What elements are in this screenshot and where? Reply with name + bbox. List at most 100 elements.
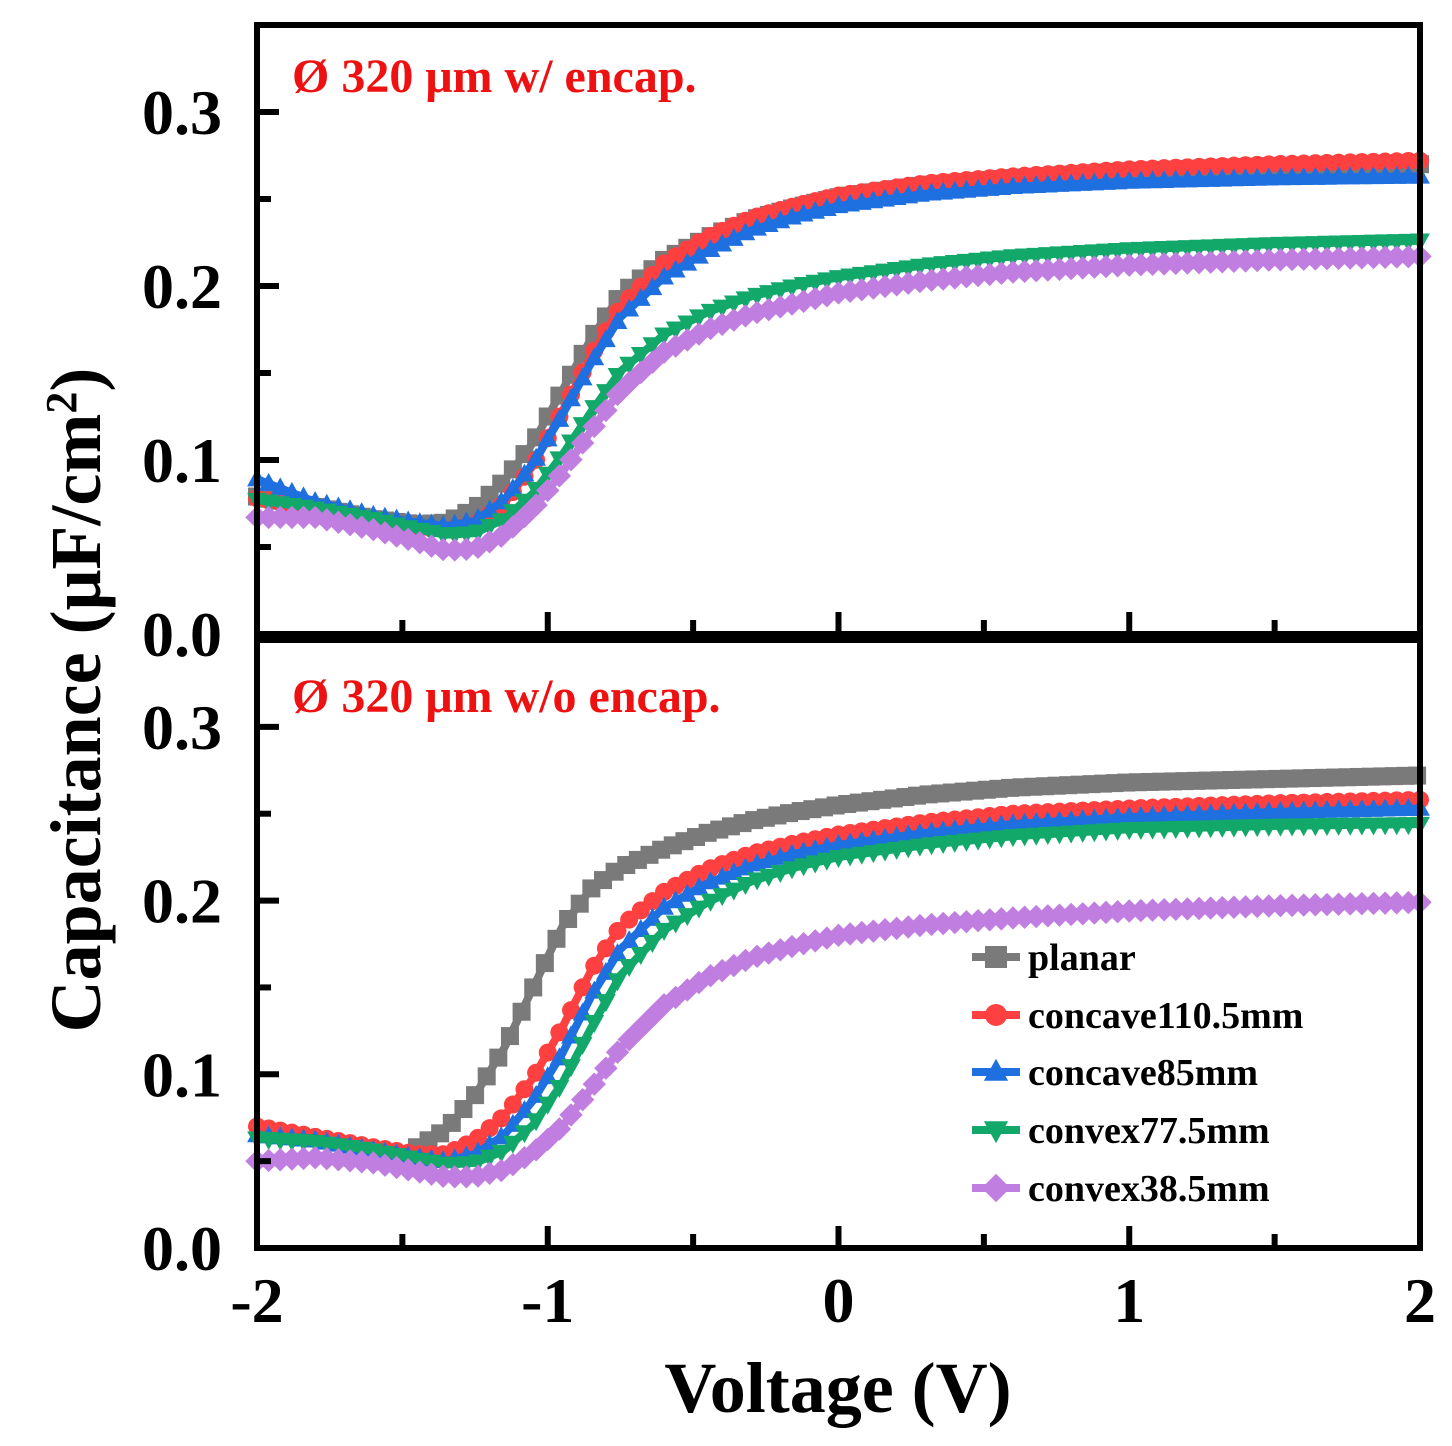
data-point-planar xyxy=(547,929,566,948)
series-top-convex38.5mm xyxy=(245,244,1432,562)
data-point-concave85mm xyxy=(700,871,721,890)
data-point-convex38.5mm xyxy=(698,316,723,341)
data-point-convex77.5mm xyxy=(712,888,733,907)
data-point-convex77.5mm xyxy=(689,900,709,919)
legend-marker-concave110.5mm xyxy=(985,1004,1007,1026)
y-tick-label-bottom: 0.1 xyxy=(142,1039,222,1110)
data-point-planar xyxy=(477,1067,496,1086)
data-point-convex38.5mm xyxy=(780,934,804,959)
data-point-convex77.5mm xyxy=(491,1144,512,1163)
data-point-convex38.5mm xyxy=(570,431,595,455)
legend-label-convex38: convex38.5mm xyxy=(1028,1168,1270,1210)
data-point-convex77.5mm xyxy=(596,384,616,403)
data-point-convex38.5mm xyxy=(687,322,711,346)
data-point-convex38.5mm xyxy=(1268,248,1293,272)
series-bottom-planar xyxy=(407,766,1427,1157)
data-point-convex38.5mm xyxy=(1338,892,1362,916)
series-line-concave85mm xyxy=(255,172,1421,531)
data-point-concave85mm xyxy=(270,477,291,496)
data-point-convex38.5mm xyxy=(547,1117,572,1141)
data-point-convex38.5mm xyxy=(582,1072,606,1096)
data-point-convex38.5mm xyxy=(1257,894,1281,918)
data-point-planar xyxy=(466,1086,485,1105)
data-point-convex77.5mm xyxy=(782,861,802,880)
data-point-convex77.5mm xyxy=(758,868,779,887)
data-point-convex77.5mm xyxy=(700,303,721,322)
data-point-concave85mm xyxy=(677,252,698,271)
data-point-convex38.5mm xyxy=(454,537,479,561)
data-point-convex38.5mm xyxy=(431,1164,455,1188)
data-point-convex38.5mm xyxy=(1036,258,1060,282)
panel-title-bottom: Ø 320 μm w/o encap. xyxy=(292,670,721,723)
data-point-concave110.5mm xyxy=(585,956,604,975)
data-point-concave85mm xyxy=(281,481,302,500)
y-axis-title-sup: 2 xyxy=(37,392,86,414)
legend-marker-convex77.5mm xyxy=(983,1121,1009,1144)
data-point-convex38.5mm xyxy=(1094,254,1118,279)
data-point-convex77.5mm xyxy=(828,270,849,289)
x-axis-title: Voltage (V) xyxy=(664,1348,1011,1428)
data-point-convex38.5mm xyxy=(1361,245,1386,270)
data-point-convex77.5mm xyxy=(468,1154,488,1173)
data-point-concave85mm xyxy=(561,388,581,407)
data-point-convex77.5mm xyxy=(735,877,756,896)
data-point-convex38.5mm xyxy=(1012,905,1037,929)
data-point-convex77.5mm xyxy=(851,266,872,285)
data-point-concave85mm xyxy=(607,943,628,962)
data-point-convex38.5mm xyxy=(361,517,385,542)
data-point-convex77.5mm xyxy=(828,849,849,868)
data-point-convex38.5mm xyxy=(1303,893,1328,917)
data-point-convex38.5mm xyxy=(908,269,932,294)
data-point-convex77.5mm xyxy=(654,327,674,346)
data-point-concave85mm xyxy=(526,447,547,466)
data-point-convex77.5mm xyxy=(805,274,826,293)
data-point-convex38.5mm xyxy=(1047,903,1072,927)
data-point-concave85mm xyxy=(537,428,558,447)
data-point-concave85mm xyxy=(584,347,605,366)
data-point-planar xyxy=(535,954,554,973)
data-point-convex77.5mm xyxy=(805,855,826,874)
data-point-convex38.5mm xyxy=(384,1155,409,1180)
legend-label-concave110: concave110.5mm xyxy=(1028,995,1303,1037)
data-point-convex38.5mm xyxy=(1210,895,1234,920)
data-point-convex38.5mm xyxy=(1175,897,1200,921)
x-tick-label: 2 xyxy=(1404,1265,1436,1336)
data-point-convex77.5mm xyxy=(793,277,814,296)
data-point-convex38.5mm xyxy=(477,530,502,554)
data-point-convex77.5mm xyxy=(642,337,663,356)
data-point-convex38.5mm xyxy=(629,1016,653,1040)
data-point-convex38.5mm xyxy=(768,295,793,319)
data-point-convex38.5mm xyxy=(943,266,967,290)
x-tick-label: -2 xyxy=(230,1265,283,1336)
data-point-convex38.5mm xyxy=(1001,260,1025,284)
data-point-convex77.5mm xyxy=(456,526,477,545)
data-point-convex77.5mm xyxy=(758,285,779,304)
data-point-convex38.5mm xyxy=(640,350,665,375)
data-point-convex77.5mm xyxy=(863,845,884,864)
data-point-convex77.5mm xyxy=(840,848,861,867)
data-point-convex38.5mm xyxy=(349,515,374,539)
data-point-planar xyxy=(500,1027,519,1046)
y-tick-label-top: 0.0 xyxy=(142,599,222,670)
data-point-convex38.5mm xyxy=(710,312,734,336)
data-point-concave85mm xyxy=(642,907,663,926)
x-tick-label: -1 xyxy=(521,1265,574,1336)
data-point-convex77.5mm xyxy=(619,959,640,978)
data-point-convex38.5mm xyxy=(745,944,769,968)
data-point-concave85mm xyxy=(549,408,570,427)
data-point-convex77.5mm xyxy=(596,994,616,1013)
data-point-concave110.5mm xyxy=(550,1023,569,1042)
data-point-planar xyxy=(512,1002,531,1021)
data-point-concave110.5mm xyxy=(492,1109,511,1128)
data-point-convex38.5mm xyxy=(1268,893,1293,918)
data-point-concave85mm xyxy=(514,463,535,482)
data-point-convex38.5mm xyxy=(663,334,688,358)
data-point-convex77.5mm xyxy=(526,1113,547,1132)
data-point-convex38.5mm xyxy=(931,267,955,291)
data-point-convex38.5mm xyxy=(547,464,572,488)
data-point-concave85mm xyxy=(607,311,628,330)
data-point-planar xyxy=(454,1100,473,1119)
y-tick-label-top: 0.3 xyxy=(142,77,222,148)
data-point-convex38.5mm xyxy=(559,447,583,472)
data-point-concave85mm xyxy=(723,861,744,880)
